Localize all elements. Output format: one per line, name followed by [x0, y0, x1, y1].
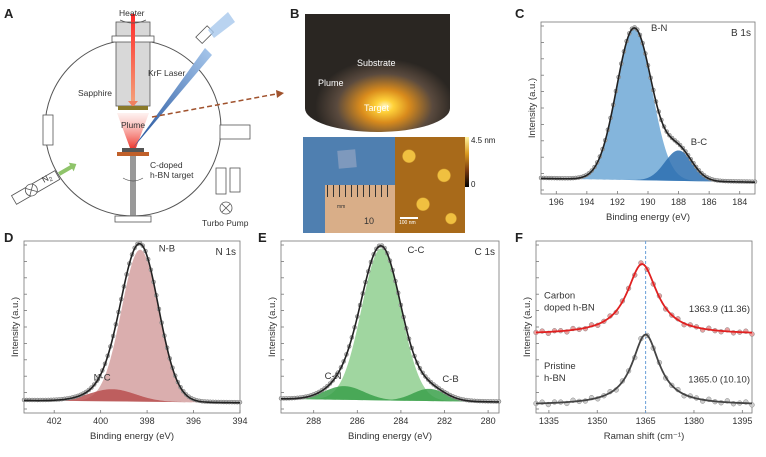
peak-label: C-N [325, 371, 342, 382]
x-tick-label: 194 [579, 197, 594, 207]
label-target-2: h-BN target [150, 170, 194, 180]
peak-annotation: 1363.9 (11.36) [689, 304, 750, 315]
dashed-arrow [151, 93, 277, 118]
fit-line [535, 333, 753, 405]
colorbar-min-label: 0 [471, 180, 476, 189]
x-tick-label: 1395 [732, 416, 752, 426]
plot-frame [535, 240, 753, 414]
label-turbo-pump: Turbo Pump [202, 218, 249, 228]
x-tick-label: 394 [232, 416, 247, 426]
label-n2: N2 [40, 171, 55, 186]
peak-fill-n-c [24, 389, 240, 403]
x-tick-label: 196 [549, 197, 564, 207]
x-tick-label: 1335 [539, 416, 559, 426]
peak-label: C-B [442, 374, 458, 385]
label-target-1: C-doped [150, 160, 183, 170]
peak-label: C-C [407, 245, 424, 256]
peak-fill-c-c [281, 248, 499, 402]
x-axis-label: Binding energy (eV) [90, 431, 174, 442]
x-tick-label: 396 [186, 416, 201, 426]
x-tick-label: 280 [481, 416, 496, 426]
label-sapphire: Sapphire [78, 88, 112, 98]
x-tick-label: 192 [610, 197, 625, 207]
y-axis-label: Intensity (a.u.) [267, 297, 278, 357]
spectrum-title: N 1s [215, 247, 236, 258]
plume [117, 113, 149, 148]
x-tick-label: 1380 [684, 416, 704, 426]
x-tick-label: 398 [140, 416, 155, 426]
peak-label: N-B [159, 243, 175, 254]
series-label: doped h-BN [544, 303, 595, 314]
chart-n1s: 402 400 398 396 394 Binding energy (eV) Intens… [10, 240, 248, 442]
x-tick-label: 288 [306, 416, 321, 426]
afm-image: 100 nm [395, 137, 465, 233]
peak-fill-b-n [541, 28, 755, 183]
x-tick-label: 186 [702, 197, 717, 207]
x-tick-label: 1350 [587, 416, 607, 426]
photo-label-substrate: Substrate [357, 58, 396, 68]
panel-letter-d: D [4, 230, 14, 245]
x-tick-label: 400 [93, 416, 108, 426]
colorbar-max-label: 4.5 nm [471, 136, 496, 145]
x-tick-label: 188 [671, 197, 686, 207]
photo-label-target: Target [364, 103, 390, 113]
sample-photo: mm 10 [303, 137, 395, 233]
x-tick-label: 1365 [636, 416, 656, 426]
panel-letter-f: F [515, 230, 523, 245]
fit-envelope [23, 242, 241, 404]
fit-envelope [281, 244, 500, 403]
pld-chamber-schematic: Heater KrF Laser Sapphire Plume C-doped … [10, 8, 284, 228]
x-tick-label: 284 [393, 416, 408, 426]
ruler-unit-label: mm [337, 204, 346, 210]
afm-colorbar [465, 137, 469, 187]
fit-line [535, 263, 753, 334]
x-tick-label: 184 [732, 197, 747, 207]
label-heater: Heater [119, 8, 145, 18]
fit-envelope [540, 27, 756, 183]
x-tick-label: 286 [350, 416, 365, 426]
label-laser: KrF Laser [148, 68, 185, 78]
series-label: Carbon [544, 291, 575, 302]
x-tick-label: 282 [437, 416, 452, 426]
x-axis-label: Binding energy (eV) [606, 212, 690, 223]
x-axis-label: Binding energy (eV) [348, 431, 432, 442]
panel-letter-e: E [258, 230, 267, 245]
target-holder [117, 152, 149, 156]
series-label: h-BN [544, 373, 566, 384]
x-tick-label: 402 [47, 416, 62, 426]
chart-c1s: 288 286 284 282 280 Binding energy (eV) Intens… [267, 240, 502, 442]
panel-letter-a: A [4, 6, 14, 21]
series-label: Pristine [544, 361, 576, 372]
peak-label: B-N [651, 23, 668, 34]
chart-raman: 1335 1350 1365 1380 1395 Raman shift (cm⁻¹) In… [522, 240, 755, 442]
label-plume: Plume [121, 120, 145, 130]
y-axis-label: Intensity (a.u.) [522, 297, 533, 357]
laser-beam [133, 48, 212, 148]
spectrum-title: C 1s [474, 247, 495, 258]
y-axis-label: Intensity (a.u.) [527, 78, 538, 138]
chart-b1s: 196 194 192 190 188 186 184 Binding energy (eV)… [527, 21, 758, 223]
x-tick-label: 190 [640, 197, 655, 207]
x-axis-label: Raman shift (cm⁻¹) [604, 431, 685, 442]
ruler-number: 10 [364, 216, 375, 226]
panel-letter-c: C [515, 6, 525, 21]
afm-scale-bar-label: 100 nm [399, 220, 416, 226]
panel-letter-b: B [290, 6, 300, 21]
peak-annotation: 1365.0 (10.10) [688, 375, 750, 386]
photo-label-plume: Plume [318, 78, 344, 88]
sapphire-substrate [118, 106, 148, 110]
heater-beam [131, 14, 135, 104]
peak-fill-c-b [281, 388, 499, 402]
y-axis-label: Intensity (a.u.) [10, 297, 21, 357]
peak-fill-c-n [281, 386, 499, 402]
peak-label: N-C [94, 373, 111, 384]
peak-fill-n-b [24, 249, 240, 403]
spectrum-title: B 1s [731, 28, 751, 39]
chamber-photo [305, 14, 450, 132]
peak-label: B-C [691, 137, 708, 148]
